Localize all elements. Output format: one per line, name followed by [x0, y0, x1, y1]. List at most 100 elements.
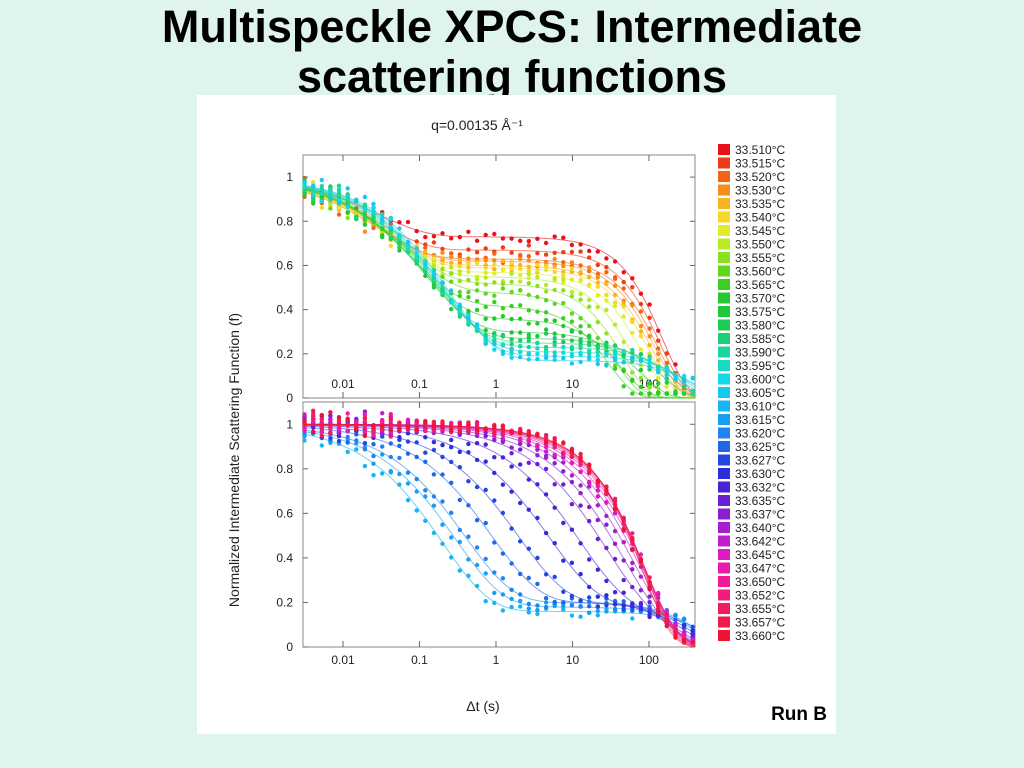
- fit-line: [303, 423, 696, 646]
- data-point: [414, 440, 419, 445]
- data-point: [535, 433, 540, 438]
- data-point: [595, 613, 600, 618]
- data-point: [621, 526, 626, 532]
- data-point: [526, 610, 531, 615]
- data-point: [328, 203, 333, 208]
- data-point: [414, 228, 419, 234]
- data-point: [526, 243, 531, 248]
- data-point: [414, 239, 419, 244]
- data-point: [526, 439, 531, 444]
- data-point: [440, 290, 445, 295]
- data-point: [552, 574, 557, 580]
- legend-label: 33.580°C: [735, 319, 786, 333]
- data-point: [552, 335, 557, 341]
- data-point: [587, 274, 592, 280]
- data-point: [397, 226, 402, 231]
- data-point: [509, 236, 514, 241]
- data-point: [578, 604, 583, 609]
- data-point: [380, 411, 385, 416]
- data-point: [518, 252, 523, 258]
- data-point: [431, 272, 437, 278]
- legend-swatch: [718, 171, 730, 182]
- data-point: [552, 505, 557, 510]
- data-point: [604, 545, 609, 551]
- data-point: [612, 343, 618, 348]
- data-point: [612, 259, 618, 264]
- data-point: [664, 372, 669, 378]
- data-point: [328, 417, 333, 423]
- data-point: [345, 449, 350, 455]
- data-point: [526, 433, 531, 438]
- data-point: [492, 540, 497, 545]
- data-point: [543, 318, 549, 323]
- data-point: [552, 264, 557, 269]
- data-point: [380, 423, 385, 429]
- data-point: [681, 632, 687, 638]
- data-point: [578, 269, 583, 275]
- data-point: [362, 412, 368, 417]
- data-point: [612, 303, 618, 309]
- data-point: [569, 560, 575, 565]
- data-point: [509, 316, 514, 322]
- data-point: [587, 335, 592, 340]
- data-point: [612, 506, 618, 512]
- data-point: [664, 391, 669, 396]
- data-point: [612, 606, 618, 612]
- data-point: [397, 242, 402, 247]
- data-point: [561, 277, 566, 282]
- legend-label: 33.590°C: [735, 346, 786, 360]
- data-point: [604, 500, 609, 505]
- data-point: [483, 571, 488, 576]
- data-point: [630, 330, 635, 335]
- data-point: [311, 183, 316, 188]
- fit-line: [302, 186, 696, 391]
- data-point: [561, 250, 566, 255]
- data-point: [656, 610, 661, 615]
- data-point: [483, 265, 488, 270]
- y-tick-label: 0.8: [276, 214, 293, 228]
- data-point: [552, 276, 557, 281]
- data-point: [526, 477, 531, 482]
- data-point: [509, 561, 514, 566]
- data-point: [647, 343, 652, 348]
- data-point: [561, 344, 566, 350]
- legend-label: 33.620°C: [735, 427, 786, 441]
- legend-swatch: [718, 319, 730, 331]
- data-point: [535, 351, 540, 356]
- data-point: [612, 366, 618, 371]
- data-point: [336, 197, 342, 202]
- y-tick-label: 0.6: [276, 506, 293, 520]
- legend-swatch: [718, 414, 730, 425]
- data-point: [371, 201, 376, 207]
- data-point: [578, 350, 583, 355]
- data-point: [612, 357, 618, 362]
- data-point: [336, 200, 342, 206]
- data-point: [500, 428, 506, 433]
- y-tick-label: 1: [286, 170, 293, 184]
- fit-line: [302, 184, 696, 385]
- data-point: [595, 262, 600, 268]
- data-point: [500, 455, 506, 460]
- data-point: [509, 330, 514, 335]
- data-point: [449, 300, 454, 305]
- data-point: [492, 299, 497, 305]
- data-point: [535, 346, 540, 351]
- data-point: [518, 262, 523, 268]
- data-point: [466, 429, 471, 434]
- fit-line: [302, 191, 696, 397]
- data-point: [595, 293, 600, 298]
- legend-swatch: [718, 198, 730, 209]
- data-point: [543, 444, 549, 450]
- data-point: [380, 444, 385, 449]
- data-point: [561, 460, 566, 465]
- data-point: [569, 527, 575, 532]
- data-point: [526, 601, 531, 607]
- data-point: [509, 489, 514, 494]
- data-point: [388, 423, 393, 428]
- legend-swatch: [718, 508, 730, 520]
- legend-label: 33.625°C: [735, 440, 786, 454]
- data-point: [561, 450, 566, 456]
- run-label: Run B: [771, 704, 827, 725]
- data-point: [638, 574, 644, 579]
- data-point: [509, 451, 514, 456]
